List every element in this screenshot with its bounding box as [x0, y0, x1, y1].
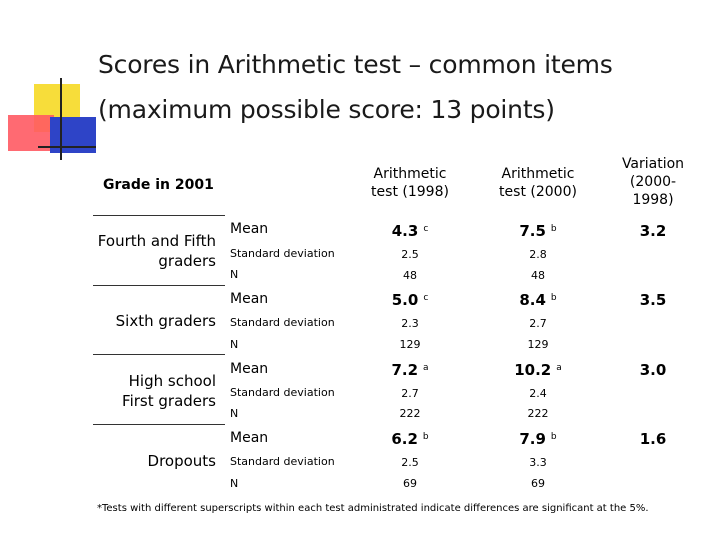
- decor-horizontal-line: [38, 146, 96, 148]
- sd-value-1998: 2.3: [401, 317, 419, 330]
- n-label: N: [230, 407, 239, 420]
- mean-value-2000: 8.4 b: [478, 291, 598, 309]
- significance-superscript: b: [550, 432, 557, 442]
- n-value-1998: 48: [403, 269, 417, 282]
- variation-value: 3.2: [639, 222, 667, 240]
- mean-value-1998: 5.0 c: [350, 291, 470, 309]
- significance-superscript: a: [556, 363, 562, 373]
- sd-value-2000: 2.4: [529, 387, 547, 400]
- group-divider: [93, 285, 225, 286]
- group-label-line: First graders: [122, 392, 216, 410]
- col-header-2000-line-1: Arithmetic: [501, 166, 575, 182]
- col-header-2000: Arithmetic test (2000): [478, 165, 598, 201]
- sd-value-1998: 2.7: [401, 387, 419, 400]
- mean-value: 4.3: [391, 222, 419, 240]
- significance-superscript: b: [422, 432, 429, 442]
- col-header-variation: Variation (2000- 1998): [608, 155, 698, 209]
- significance-superscript: a: [423, 363, 429, 373]
- group-label: Dropouts: [96, 451, 216, 471]
- col-header-2000-line-2: test (2000): [499, 184, 577, 200]
- mean-value: 7.9: [519, 430, 546, 448]
- grade-column-header: Grade in 2001: [103, 177, 214, 193]
- mean-value-1998: 7.2 a: [350, 361, 470, 379]
- n-value-2000: 129: [527, 338, 549, 351]
- col-header-1998-line-1: Arithmetic: [373, 166, 447, 182]
- group-label: Sixth graders: [96, 311, 216, 331]
- group-label: Fourth and Fifth graders: [96, 231, 216, 271]
- mean-value-2000: 10.2 a: [478, 361, 598, 379]
- sd-value-1998: 2.5: [401, 248, 419, 261]
- sd-value-2000: 2.8: [529, 248, 547, 261]
- col-header-variation-line-2: (2000-: [629, 174, 677, 190]
- group-divider: [93, 424, 225, 425]
- significance-superscript: b: [550, 293, 557, 303]
- group-label-line: Sixth graders: [115, 312, 216, 330]
- mean-value-1998: 4.3 c: [350, 222, 470, 240]
- group-label: High school First graders: [96, 371, 216, 411]
- sd-label: Standard deviation: [230, 247, 335, 260]
- col-header-variation-line-3: 1998): [632, 192, 674, 208]
- mean-value-1998: 6.2 b: [350, 430, 470, 448]
- n-label: N: [230, 338, 239, 351]
- n-value-2000: 69: [531, 477, 545, 490]
- n-label: N: [230, 477, 239, 490]
- sd-label: Standard deviation: [230, 455, 335, 468]
- col-header-variation-line-1: Variation: [621, 156, 685, 172]
- mean-value: 6.2: [391, 430, 418, 448]
- sd-value-1998: 2.5: [401, 456, 419, 469]
- mean-label: Mean: [230, 430, 269, 446]
- significance-superscript: c: [423, 293, 429, 303]
- decor-vertical-line: [60, 78, 62, 160]
- col-header-1998: Arithmetic test (1998): [350, 165, 470, 201]
- mean-label: Mean: [230, 291, 269, 307]
- n-label: N: [230, 268, 239, 281]
- sd-value-2000: 2.7: [529, 317, 547, 330]
- mean-value: 7.5: [519, 222, 546, 240]
- decor-red-rectangle: [8, 115, 54, 151]
- variation-value: 3.5: [639, 291, 667, 309]
- mean-value-2000: 7.9 b: [478, 430, 598, 448]
- group-divider: [93, 354, 225, 355]
- mean-value: 7.2: [391, 361, 419, 379]
- n-value-1998: 222: [399, 407, 421, 420]
- mean-value: 8.4: [519, 291, 546, 309]
- sd-value-2000: 3.3: [529, 456, 547, 469]
- sd-label: Standard deviation: [230, 386, 335, 399]
- col-header-1998-line-2: test (1998): [371, 184, 449, 200]
- mean-label: Mean: [230, 221, 269, 237]
- group-label-line: High school: [128, 372, 216, 390]
- n-value-1998: 69: [403, 477, 417, 490]
- variation-value: 3.0: [639, 361, 667, 379]
- mean-value: 5.0: [391, 291, 419, 309]
- mean-label: Mean: [230, 361, 269, 377]
- n-value-2000: 222: [527, 407, 549, 420]
- group-label-line: Dropouts: [147, 452, 216, 470]
- footnote: *Tests with different superscripts withi…: [97, 503, 649, 514]
- significance-superscript: c: [423, 224, 429, 234]
- mean-value-2000: 7.5 b: [478, 222, 598, 240]
- n-value-2000: 48: [531, 269, 545, 282]
- n-value-1998: 129: [399, 338, 421, 351]
- slide-title-line-1: Scores in Arithmetic test – common items: [98, 50, 613, 79]
- group-label-line: graders: [158, 252, 216, 270]
- significance-superscript: b: [550, 224, 557, 234]
- slide-title-line-2: (maximum possible score: 13 points): [98, 95, 555, 124]
- sd-label: Standard deviation: [230, 316, 335, 329]
- group-divider: [93, 215, 225, 216]
- variation-value: 1.6: [639, 430, 667, 448]
- mean-value: 10.2: [514, 361, 552, 379]
- group-label-line: Fourth and Fifth: [97, 232, 216, 250]
